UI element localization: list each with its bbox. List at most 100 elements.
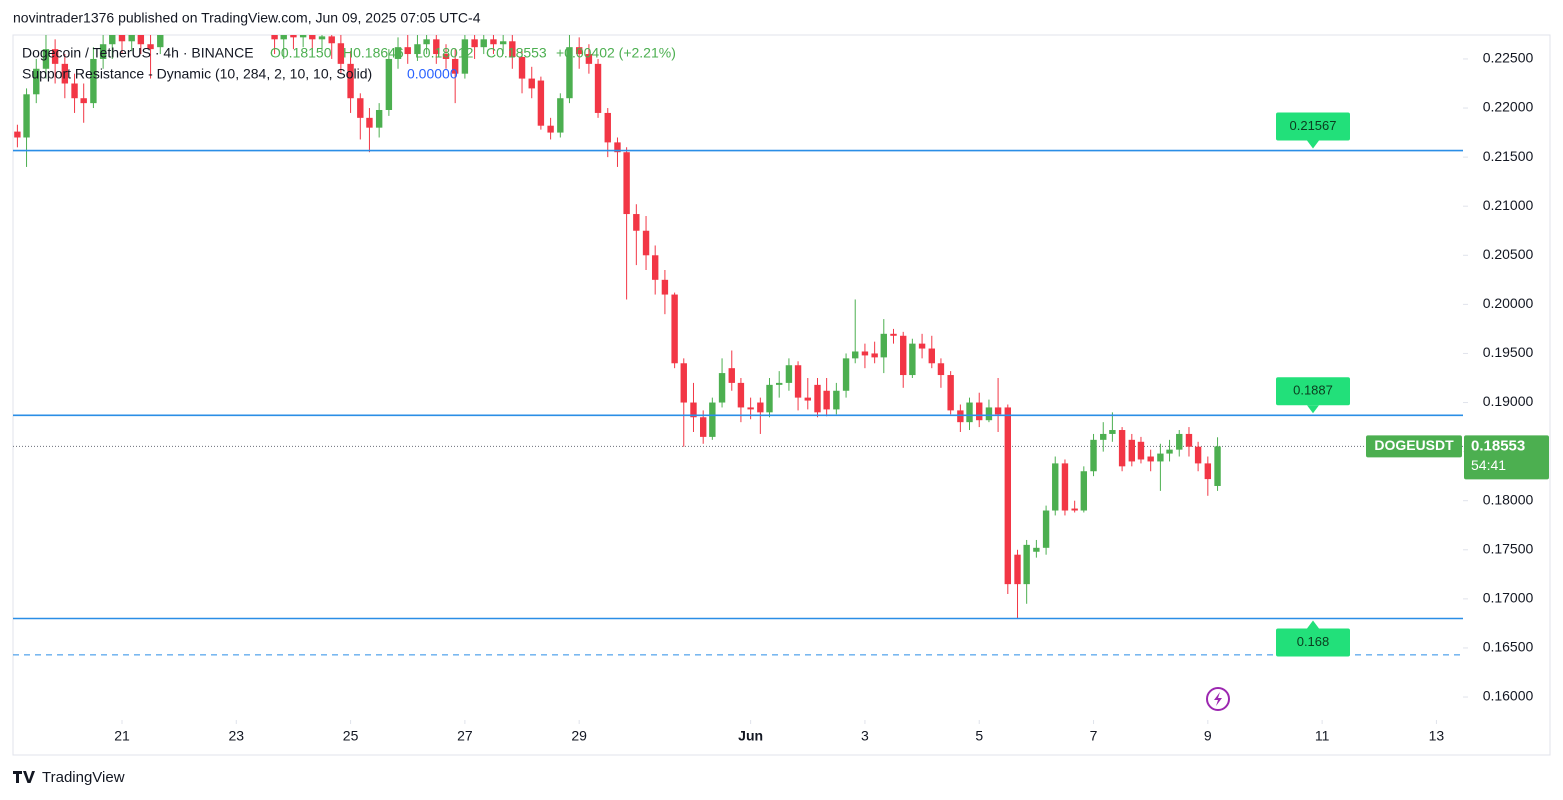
candle-body bbox=[537, 80, 545, 126]
x-tick-label: 29 bbox=[571, 728, 587, 744]
ohlc-legend: O0.18150 bbox=[270, 45, 332, 61]
candle-body bbox=[633, 214, 640, 231]
candle-body bbox=[14, 131, 21, 138]
x-tick-label: 21 bbox=[114, 728, 130, 744]
candle-body bbox=[499, 41, 507, 45]
candle-body bbox=[480, 39, 487, 48]
candle-body bbox=[937, 363, 945, 376]
level-label-pointer bbox=[1307, 140, 1319, 149]
candle-body bbox=[433, 39, 440, 55]
y-tick-label: 0.21000 bbox=[1483, 197, 1534, 213]
candle-body bbox=[833, 390, 840, 410]
candle-body bbox=[451, 58, 459, 74]
candle-body bbox=[61, 63, 69, 84]
candle-body bbox=[290, 35, 297, 38]
x-tick-label: 3 bbox=[861, 728, 869, 744]
x-tick-label: 5 bbox=[975, 728, 983, 744]
candle-body bbox=[1137, 441, 1145, 460]
candle-body bbox=[375, 109, 383, 128]
candle-body bbox=[604, 112, 611, 143]
y-tick-label: 0.22500 bbox=[1483, 50, 1534, 66]
y-tick-label: 0.17000 bbox=[1483, 590, 1534, 606]
candle-body bbox=[547, 125, 554, 133]
candle-body bbox=[918, 343, 926, 349]
level-label-box bbox=[1276, 628, 1350, 657]
level-label: 0.1887 bbox=[1293, 383, 1333, 398]
y-tick-label: 0.16000 bbox=[1483, 688, 1534, 704]
y-tick-label: 0.18000 bbox=[1483, 491, 1534, 507]
candle-body bbox=[90, 58, 97, 104]
candle-body bbox=[890, 333, 897, 336]
candle-body bbox=[985, 407, 993, 421]
y-tick-label: 0.21500 bbox=[1483, 148, 1534, 164]
candle-body bbox=[1014, 554, 1021, 585]
ohlc-legend: +0.00402 (+2.21%) bbox=[556, 45, 676, 61]
candle-body bbox=[651, 255, 659, 280]
candle-body bbox=[528, 78, 535, 89]
candle-body bbox=[709, 402, 716, 437]
candle-body bbox=[337, 43, 345, 64]
candle-body bbox=[471, 39, 478, 48]
candle-body bbox=[1128, 439, 1136, 462]
candle-body bbox=[785, 365, 793, 383]
candle-body bbox=[1109, 430, 1116, 434]
candle-body bbox=[690, 402, 697, 418]
candle-body bbox=[585, 54, 593, 64]
candle-body bbox=[109, 35, 116, 45]
candle-body bbox=[852, 351, 859, 359]
candle-body bbox=[404, 47, 411, 55]
candle-body bbox=[1042, 510, 1050, 548]
candle-body bbox=[33, 68, 40, 95]
x-tick-label: Jun bbox=[738, 728, 763, 744]
candle-body bbox=[794, 365, 802, 398]
y-tick-label: 0.17500 bbox=[1483, 540, 1534, 556]
candle-body bbox=[699, 417, 707, 437]
x-tick-label: 23 bbox=[228, 728, 244, 744]
plot-area bbox=[13, 35, 1463, 656]
candle-body bbox=[823, 390, 830, 410]
publisher-line: novintrader1376 published on TradingView… bbox=[13, 10, 481, 26]
ohlc-legend: H0.18646 bbox=[343, 45, 404, 61]
candle-body bbox=[671, 294, 678, 364]
y-tick-label: 0.20000 bbox=[1483, 295, 1534, 311]
candle-body bbox=[442, 54, 450, 59]
level-label: 0.21567 bbox=[1290, 118, 1337, 133]
candle-body bbox=[766, 384, 773, 413]
footer-brand: TradingView bbox=[42, 769, 125, 786]
candle-body bbox=[1147, 456, 1154, 462]
candle-body bbox=[299, 35, 307, 38]
candle-body bbox=[128, 35, 135, 42]
candle-body bbox=[861, 351, 869, 356]
candle-body bbox=[557, 98, 564, 133]
candle-body bbox=[157, 35, 164, 48]
candle-body bbox=[137, 35, 145, 45]
candle-body bbox=[147, 44, 154, 50]
x-tick-label: 7 bbox=[1090, 728, 1098, 744]
candle-body bbox=[737, 382, 745, 408]
symbol-tag: DOGEUSDT bbox=[1374, 437, 1454, 453]
candle-body bbox=[347, 63, 354, 99]
candle-body bbox=[1176, 433, 1183, 450]
candle-body bbox=[1100, 433, 1107, 440]
x-tick-label: 9 bbox=[1204, 728, 1212, 744]
candle-body bbox=[1004, 407, 1012, 585]
price-tag-box bbox=[1464, 435, 1549, 480]
symbol-line: Dogecoin / TetherUS · 4h · BINANCE bbox=[22, 45, 254, 61]
candle-body bbox=[71, 83, 78, 99]
candle-body bbox=[318, 36, 326, 40]
candle-body bbox=[42, 49, 50, 69]
candle-body bbox=[1061, 463, 1069, 511]
candle-body bbox=[642, 230, 650, 256]
y-tick-label: 0.16500 bbox=[1483, 639, 1534, 655]
candle-body bbox=[757, 402, 764, 413]
candle-body bbox=[1090, 439, 1097, 472]
spark-icon bbox=[1206, 687, 1230, 711]
candle-body bbox=[1080, 471, 1088, 511]
logo: TradingView bbox=[13, 769, 125, 786]
ohlc-legend: C0.18553 bbox=[486, 45, 547, 61]
candle-body bbox=[280, 35, 287, 40]
x-tick-label: 27 bbox=[457, 728, 473, 744]
candle-body bbox=[728, 368, 735, 383]
candle-body bbox=[1033, 547, 1040, 552]
